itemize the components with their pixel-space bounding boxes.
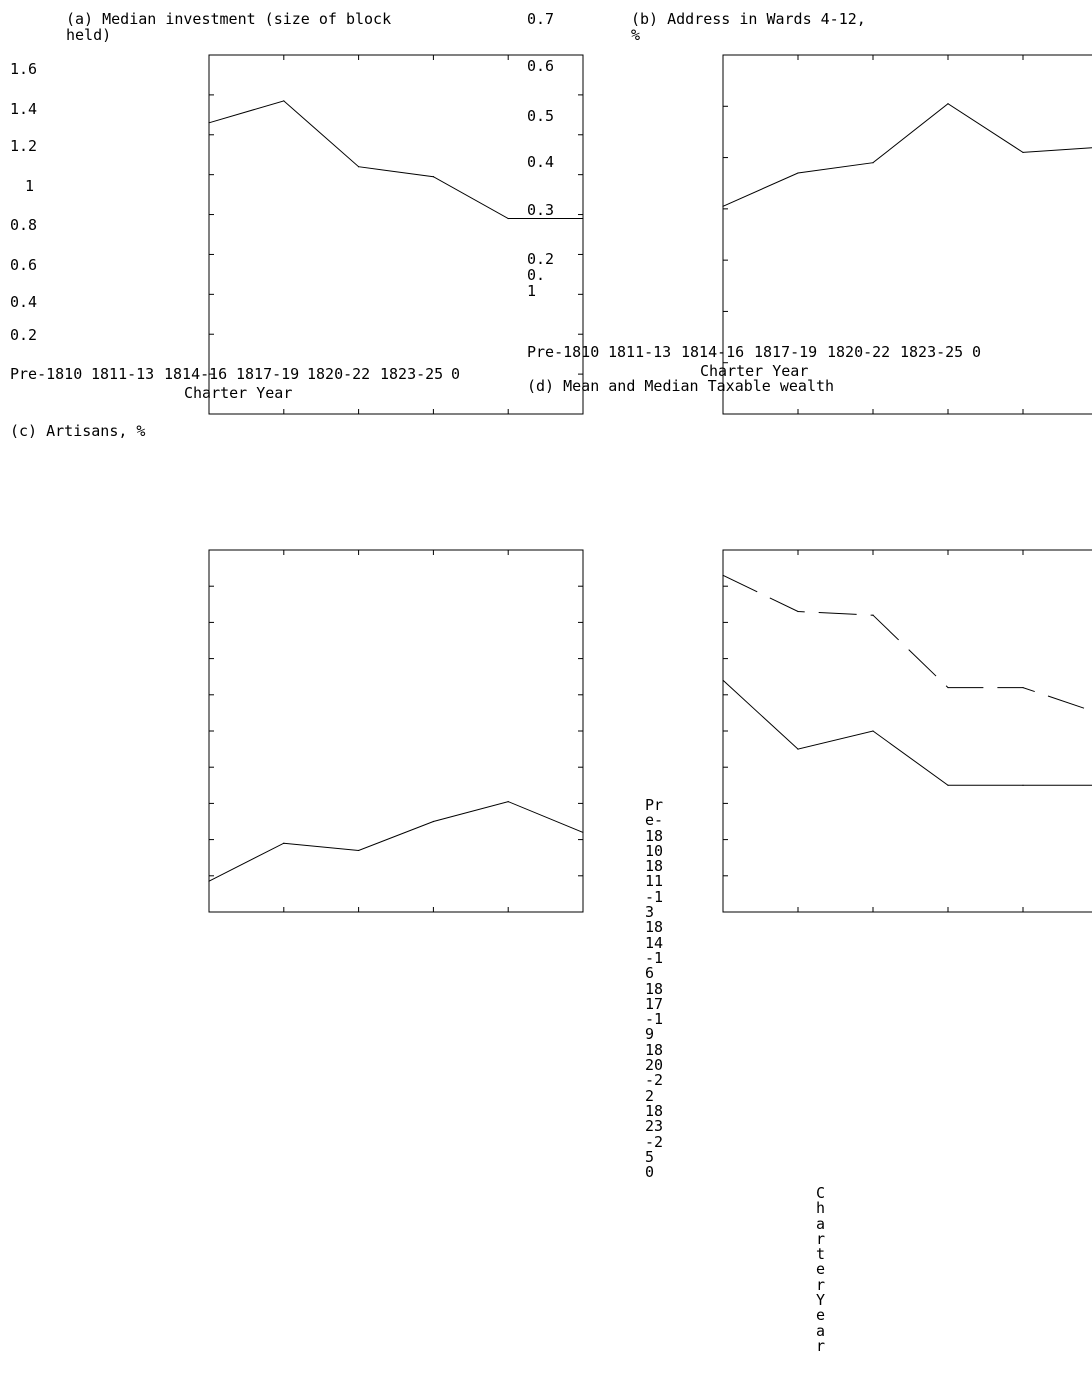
panel-b-data-point xyxy=(722,205,724,207)
panel-b-ytick: 0.5 xyxy=(527,107,555,125)
panel-c-data-point xyxy=(582,831,584,833)
panel-d-data-point xyxy=(722,679,724,681)
panel-a-frame xyxy=(208,54,584,415)
panel-d-series-line-2 xyxy=(722,679,1092,786)
panel-b-xtick: 1811-13 xyxy=(608,343,672,361)
panel-c-data-point xyxy=(432,820,434,823)
panel-a-ytick: 1 xyxy=(25,177,35,195)
panel-a-xtick: 1820-22 xyxy=(307,365,371,383)
panel-b-ytick: 1 xyxy=(527,282,537,300)
panel-a-ytick: 1.6 xyxy=(10,60,38,78)
panel-b-ytick: 0. xyxy=(527,266,546,284)
panel-b-ytick-zero: 0 xyxy=(972,343,982,361)
panel-c-series-line-1 xyxy=(208,801,584,882)
panel-b-ytick: 0.6 xyxy=(527,57,555,75)
panel-c-data-point xyxy=(358,849,360,852)
panel-b-xtick: Pre-1810 xyxy=(527,343,600,361)
panel-a-xtick: 1811-13 xyxy=(91,365,155,383)
panel-c-frame xyxy=(208,549,584,913)
panel-a-xtick: 1814-16 xyxy=(164,365,228,383)
panel-b-data-point xyxy=(797,172,799,174)
panel-d-data-point xyxy=(722,574,724,576)
panel-a-title: (a) Median investment (size of block hel… xyxy=(66,10,392,44)
panel-b-ytick: 0.2 xyxy=(527,250,555,268)
panel-a-ytick: 0.4 xyxy=(10,293,38,311)
panel-d-xlabel: Charter Year xyxy=(816,1184,826,1355)
panel-c-data-point xyxy=(208,880,210,882)
panel-b-ytick: 0.3 xyxy=(527,201,555,219)
panel-b-data-point xyxy=(872,162,874,164)
panel-b-xtick: 1820-22 xyxy=(827,343,891,361)
panel-b-title: (b) Address in Wards 4-12, % xyxy=(631,10,866,44)
panel-c-title: (c) Artisans, % xyxy=(10,422,146,440)
panel-b-ytick: 0.7 xyxy=(527,10,555,28)
panel-a-ytick: 0.8 xyxy=(10,216,38,234)
panel-d-data-point xyxy=(1022,784,1024,786)
panel-b-series-line-1 xyxy=(722,103,1092,207)
panel-d-xticks: Pre-1810 1811-13 1814-16 1817-19 1820-22… xyxy=(645,796,664,1182)
panel-a-ytick: 0.6 xyxy=(10,256,38,274)
panel-d-data-point xyxy=(872,730,874,732)
panel-a-data-point xyxy=(283,100,285,102)
panel-a-xtick: Pre-1810 xyxy=(10,365,83,383)
panel-d-series-line-1 xyxy=(722,574,1092,712)
panel-b-xtick: 1817-19 xyxy=(754,343,818,361)
panel-d-data-point xyxy=(797,748,799,750)
panel-c-data-point xyxy=(283,842,285,844)
panel-b-frame xyxy=(722,54,1092,415)
panel-b-xtick: 1823-25 xyxy=(900,343,964,361)
panel-a-xtick: 1823-25 xyxy=(380,365,444,383)
panel-b-data-point xyxy=(1022,151,1024,154)
panel-a-data-point xyxy=(208,122,210,124)
panel-d-data-point xyxy=(872,614,874,616)
panel-d-data-point xyxy=(947,784,949,786)
panel-b-data-point xyxy=(947,103,949,105)
panel-c-data-point xyxy=(507,800,509,803)
panel-d-title: (d) Mean and Median Taxable wealth xyxy=(527,377,835,395)
panel-a-data-point xyxy=(582,217,584,220)
panel-a-ytick: 1.2 xyxy=(10,137,38,155)
panel-a-ytick: 0.2 xyxy=(10,326,38,344)
panel-a-ytick: 1.4 xyxy=(10,100,38,118)
panel-a-xtick: 1817-19 xyxy=(236,365,300,383)
panel-b-xlabel: Charter Year xyxy=(700,362,809,380)
panel-d-data-point xyxy=(947,686,949,689)
panel-a-series-line-1 xyxy=(208,100,583,219)
panel-a-ytick-zero: 0 xyxy=(451,365,461,383)
panel-a-data-point xyxy=(432,176,434,178)
panel-a-data-point xyxy=(358,166,360,168)
panel-d-data-point xyxy=(797,610,799,613)
panel-b-ytick: 0.4 xyxy=(527,153,555,171)
panel-a-xlabel: Charter Year xyxy=(184,384,293,402)
panel-d-data-point xyxy=(1022,686,1024,689)
panel-a-data-point xyxy=(507,217,509,220)
panel-b-xtick: 1814-16 xyxy=(681,343,745,361)
